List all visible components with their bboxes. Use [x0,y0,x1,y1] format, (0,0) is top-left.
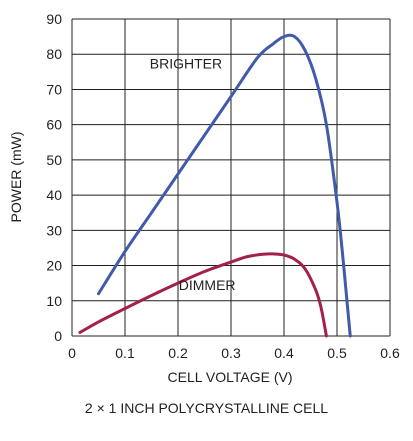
y-tick-label: 70 [46,81,62,97]
x-tick-label: 0.4 [274,345,294,361]
y-tick-label: 0 [54,328,62,344]
x-tick-label: 0 [68,345,76,361]
y-tick-label: 20 [46,258,62,274]
x-tick-label: 0.5 [327,345,347,361]
y-tick-label: 80 [46,46,62,62]
series-line-brighter [97,33,352,338]
chart-caption: 2 × 1 INCH POLYCRYSTALLINE CELL [84,400,329,416]
x-tick-label: 0.6 [380,345,400,361]
y-axis-title: POWER (mW) [8,132,24,223]
y-tick-label: 90 [46,11,62,27]
x-tick-label: 0.3 [221,345,241,361]
y-tick-label: 30 [46,222,62,238]
x-axis-title: CELL VOLTAGE (V) [168,369,293,385]
tick-labels: 0 0.1 0.2 0.3 0.4 0.5 0.6 0 10 20 30 40 50 60 70 80 90 [46,11,400,361]
x-tick-label: 0.2 [168,345,188,361]
y-tick-label: 40 [46,187,62,203]
x-tick-label: 0.1 [115,345,135,361]
annotation-dimmer: DIMMER [179,277,236,293]
y-tick-label: 10 [46,293,62,309]
annotation-brighter: BRIGHTER [150,55,222,71]
series-group [78,33,352,338]
y-tick-label: 50 [46,152,62,168]
series-line-dimmer [78,252,328,338]
grid [71,18,391,337]
y-tick-label: 60 [46,117,62,133]
